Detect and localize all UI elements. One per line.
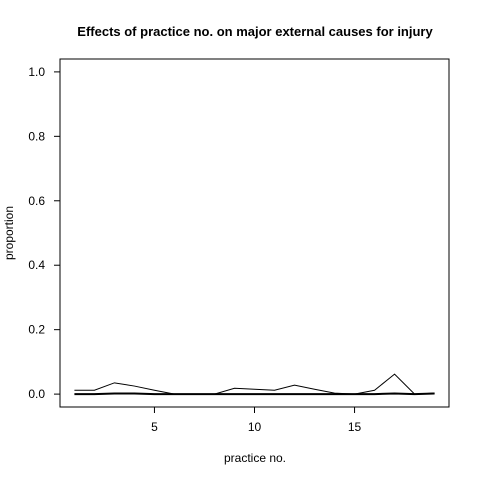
x-axis-label: practice no. — [224, 451, 286, 465]
y-axis-label: proportion — [2, 206, 16, 260]
y-tick-label: 0.0 — [28, 387, 45, 401]
series-layer — [74, 373, 435, 396]
x-tick-label: 10 — [248, 420, 262, 434]
chart-title: Effects of practice no. on major externa… — [77, 24, 433, 39]
y-tick-label: 1.0 — [28, 65, 45, 79]
y-tick-label: 0.4 — [28, 258, 45, 272]
series-line-1 — [74, 373, 435, 395]
x-tick-label: 5 — [151, 420, 158, 434]
y-tick-label: 0.8 — [28, 129, 45, 143]
plot-frame — [59, 58, 450, 408]
y-axis: 0.0 0.2 0.4 0.6 0.8 1.0 — [28, 65, 60, 401]
y-tick-label: 0.2 — [28, 323, 45, 337]
series-line-2 — [74, 392, 435, 396]
x-tick-label: 15 — [348, 420, 362, 434]
x-axis: 5 10 15 — [151, 407, 362, 434]
y-tick-label: 0.6 — [28, 194, 45, 208]
